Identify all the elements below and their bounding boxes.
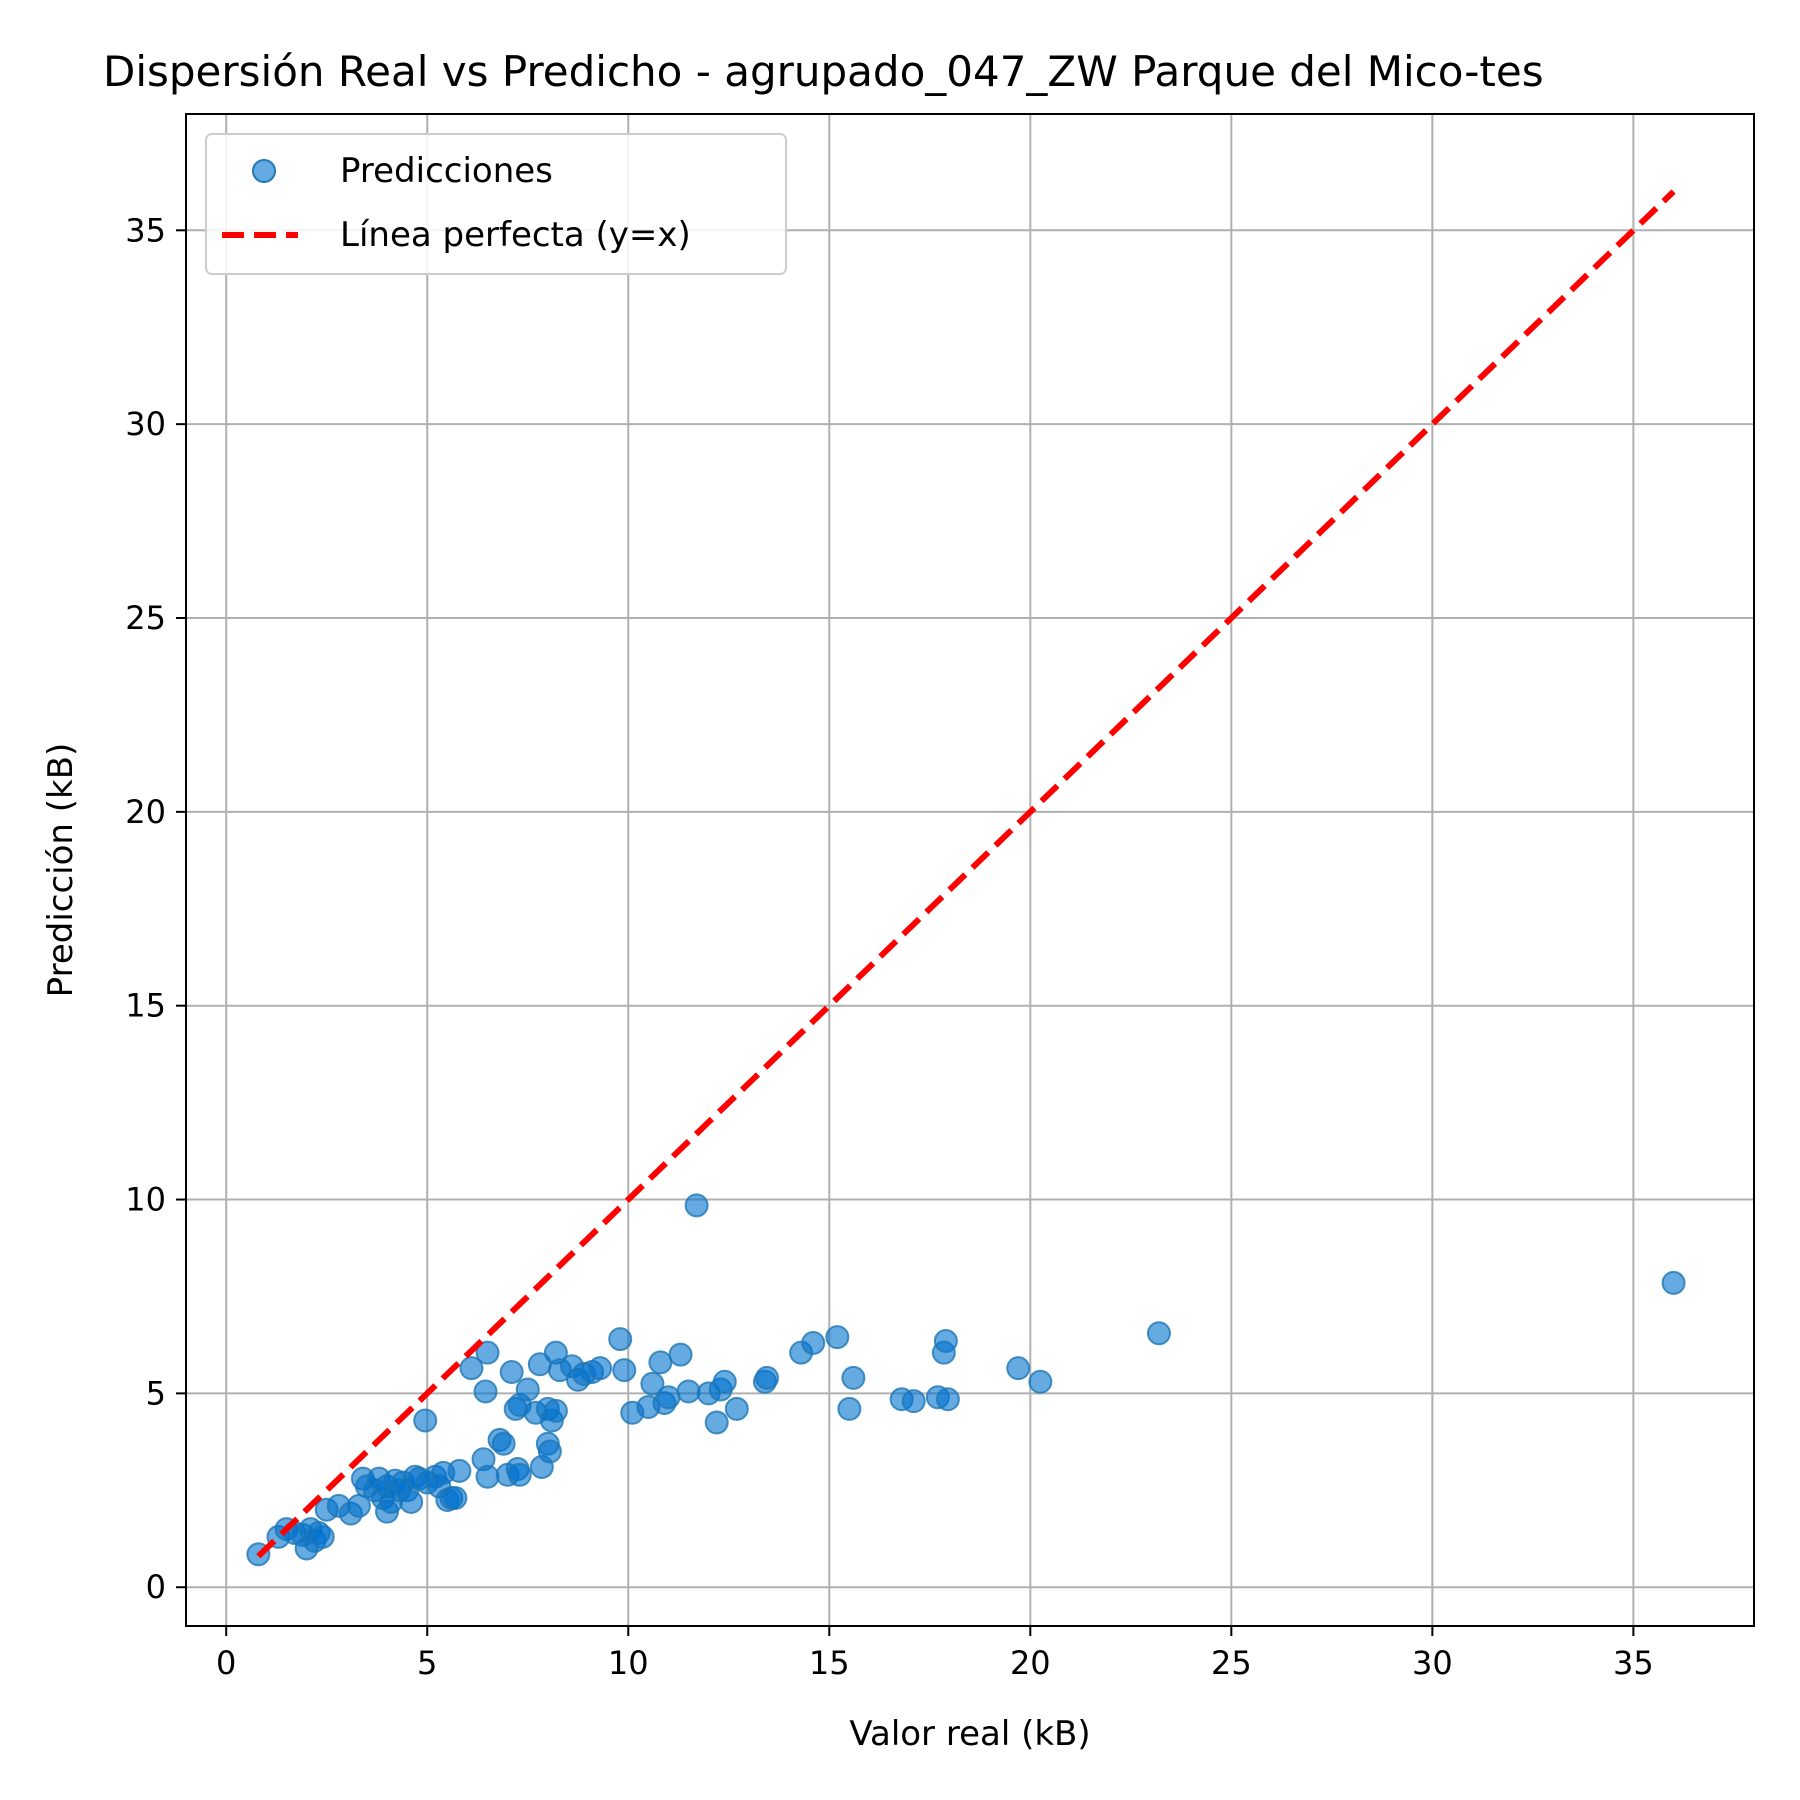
y-tick-label: 30 bbox=[125, 405, 166, 443]
legend-marker-predicciones bbox=[252, 159, 276, 183]
y-tick-label: 0 bbox=[146, 1568, 166, 1606]
x-axis-label: Valor real (kB) bbox=[849, 1714, 1090, 1754]
scatter-point bbox=[612, 1358, 637, 1383]
scatter-point bbox=[640, 1371, 665, 1396]
scatter-point bbox=[724, 1396, 749, 1421]
y-tick-label: 10 bbox=[125, 1181, 166, 1219]
scatter-point bbox=[443, 1486, 468, 1511]
scatter-point bbox=[515, 1377, 540, 1402]
scatter-point bbox=[656, 1385, 681, 1410]
scatter-point bbox=[475, 1464, 500, 1489]
perfect-prediction-line bbox=[256, 189, 1676, 1559]
scatter-point bbox=[491, 1431, 516, 1456]
y-tick-label: 5 bbox=[146, 1374, 166, 1412]
grid-lines bbox=[186, 114, 1754, 1626]
y-tick-label: 35 bbox=[125, 211, 166, 249]
scatter-point bbox=[801, 1330, 826, 1355]
scatter-point bbox=[841, 1365, 866, 1390]
scatter-point bbox=[825, 1325, 850, 1350]
scatter-point bbox=[1006, 1356, 1031, 1381]
scatter-point bbox=[310, 1524, 335, 1549]
plot-frame bbox=[185, 113, 1755, 1627]
x-tick-label: 25 bbox=[1211, 1644, 1252, 1682]
x-tick-label: 10 bbox=[608, 1644, 649, 1682]
scatter-point bbox=[1146, 1321, 1171, 1346]
scatter-point bbox=[608, 1327, 633, 1352]
legend: Predicciones Línea perfecta (y=x) bbox=[205, 133, 787, 275]
scatter-point bbox=[712, 1369, 737, 1394]
y-tick-label: 15 bbox=[125, 987, 166, 1025]
scatter-point bbox=[543, 1398, 568, 1423]
scatter-point bbox=[588, 1356, 613, 1381]
scatter-point bbox=[413, 1408, 438, 1433]
x-tick-label: 0 bbox=[216, 1644, 236, 1682]
y-axis-label: Predicción (kB) bbox=[41, 743, 81, 998]
x-tick-label: 35 bbox=[1613, 1644, 1654, 1682]
scatter-point bbox=[901, 1389, 926, 1414]
legend-label-predicciones: Predicciones bbox=[340, 151, 553, 191]
axis-ticks: 0 5 10 15 20 25 30 35 0 5 10 15 20 25 30 35 bbox=[125, 211, 1653, 1682]
scatter-point bbox=[1661, 1270, 1686, 1295]
x-tick-label: 15 bbox=[809, 1644, 850, 1682]
y-tick-label: 20 bbox=[125, 793, 166, 831]
legend-label-linea-perfecta: Línea perfecta (y=x) bbox=[340, 215, 691, 255]
scatter-point bbox=[475, 1340, 500, 1365]
scatter-point bbox=[754, 1365, 779, 1390]
scatter-point bbox=[668, 1342, 693, 1367]
scatter-point bbox=[473, 1379, 498, 1404]
y-tick-label: 25 bbox=[125, 599, 166, 637]
scatter-point bbox=[704, 1410, 729, 1435]
scatter-point bbox=[837, 1396, 862, 1421]
scatter-point bbox=[935, 1387, 960, 1412]
legend-box bbox=[205, 133, 787, 275]
scatter-point bbox=[684, 1193, 709, 1218]
scatter-point bbox=[499, 1360, 524, 1385]
scatter-point bbox=[933, 1329, 958, 1354]
scatter-point bbox=[648, 1350, 673, 1375]
scatter-point bbox=[447, 1458, 472, 1483]
x-tick-label: 30 bbox=[1412, 1644, 1453, 1682]
reference-line bbox=[256, 189, 1676, 1559]
scatter-point bbox=[537, 1439, 562, 1464]
scatter-point bbox=[459, 1356, 484, 1381]
chart-title: Dispersión Real vs Predicho - agrupado_0… bbox=[103, 47, 1544, 96]
scatter-point bbox=[507, 1462, 532, 1487]
x-tick-label: 5 bbox=[417, 1644, 437, 1682]
x-tick-label: 20 bbox=[1010, 1644, 1051, 1682]
scatter-points bbox=[246, 1193, 1686, 1567]
scatter-point bbox=[1028, 1369, 1053, 1394]
scatter-point bbox=[676, 1379, 701, 1404]
scatter-point bbox=[399, 1489, 424, 1514]
